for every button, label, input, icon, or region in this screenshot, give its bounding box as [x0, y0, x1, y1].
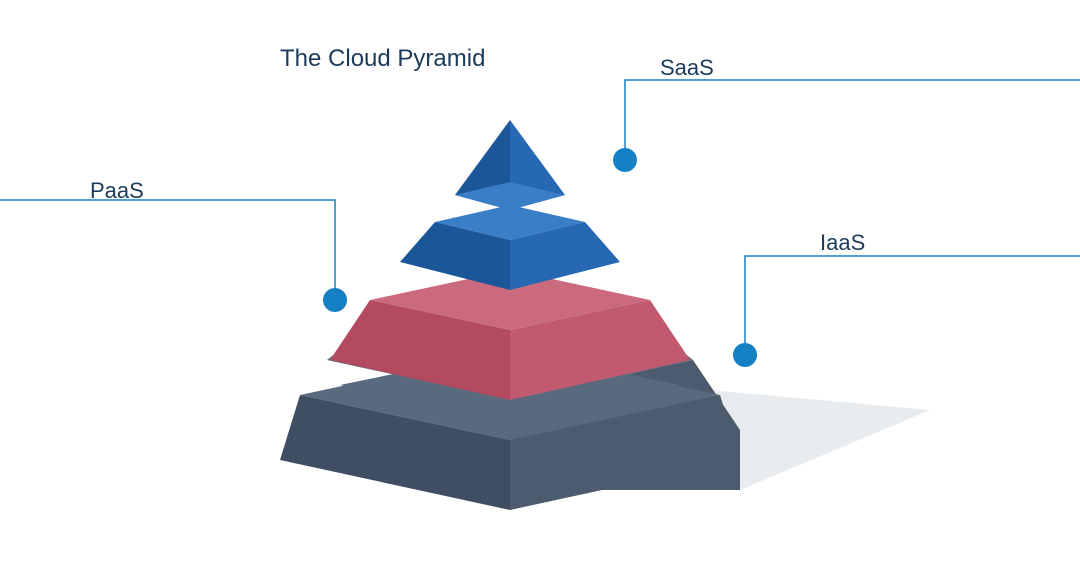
tier-saas-base [400, 205, 620, 290]
connector-paas-line [0, 200, 335, 300]
connector-iaas-dot [733, 343, 757, 367]
connector-saas-line [625, 80, 1080, 160]
connector-saas-dot [613, 148, 637, 172]
cloud-pyramid-diagram: The Cloud Pyramid SaaS PaaS IaaS [0, 0, 1080, 565]
connector-paas-dot [323, 288, 347, 312]
connector-iaas-line [745, 256, 1080, 355]
pyramid-svg [0, 0, 1080, 565]
tier-saas-apex [455, 120, 565, 210]
